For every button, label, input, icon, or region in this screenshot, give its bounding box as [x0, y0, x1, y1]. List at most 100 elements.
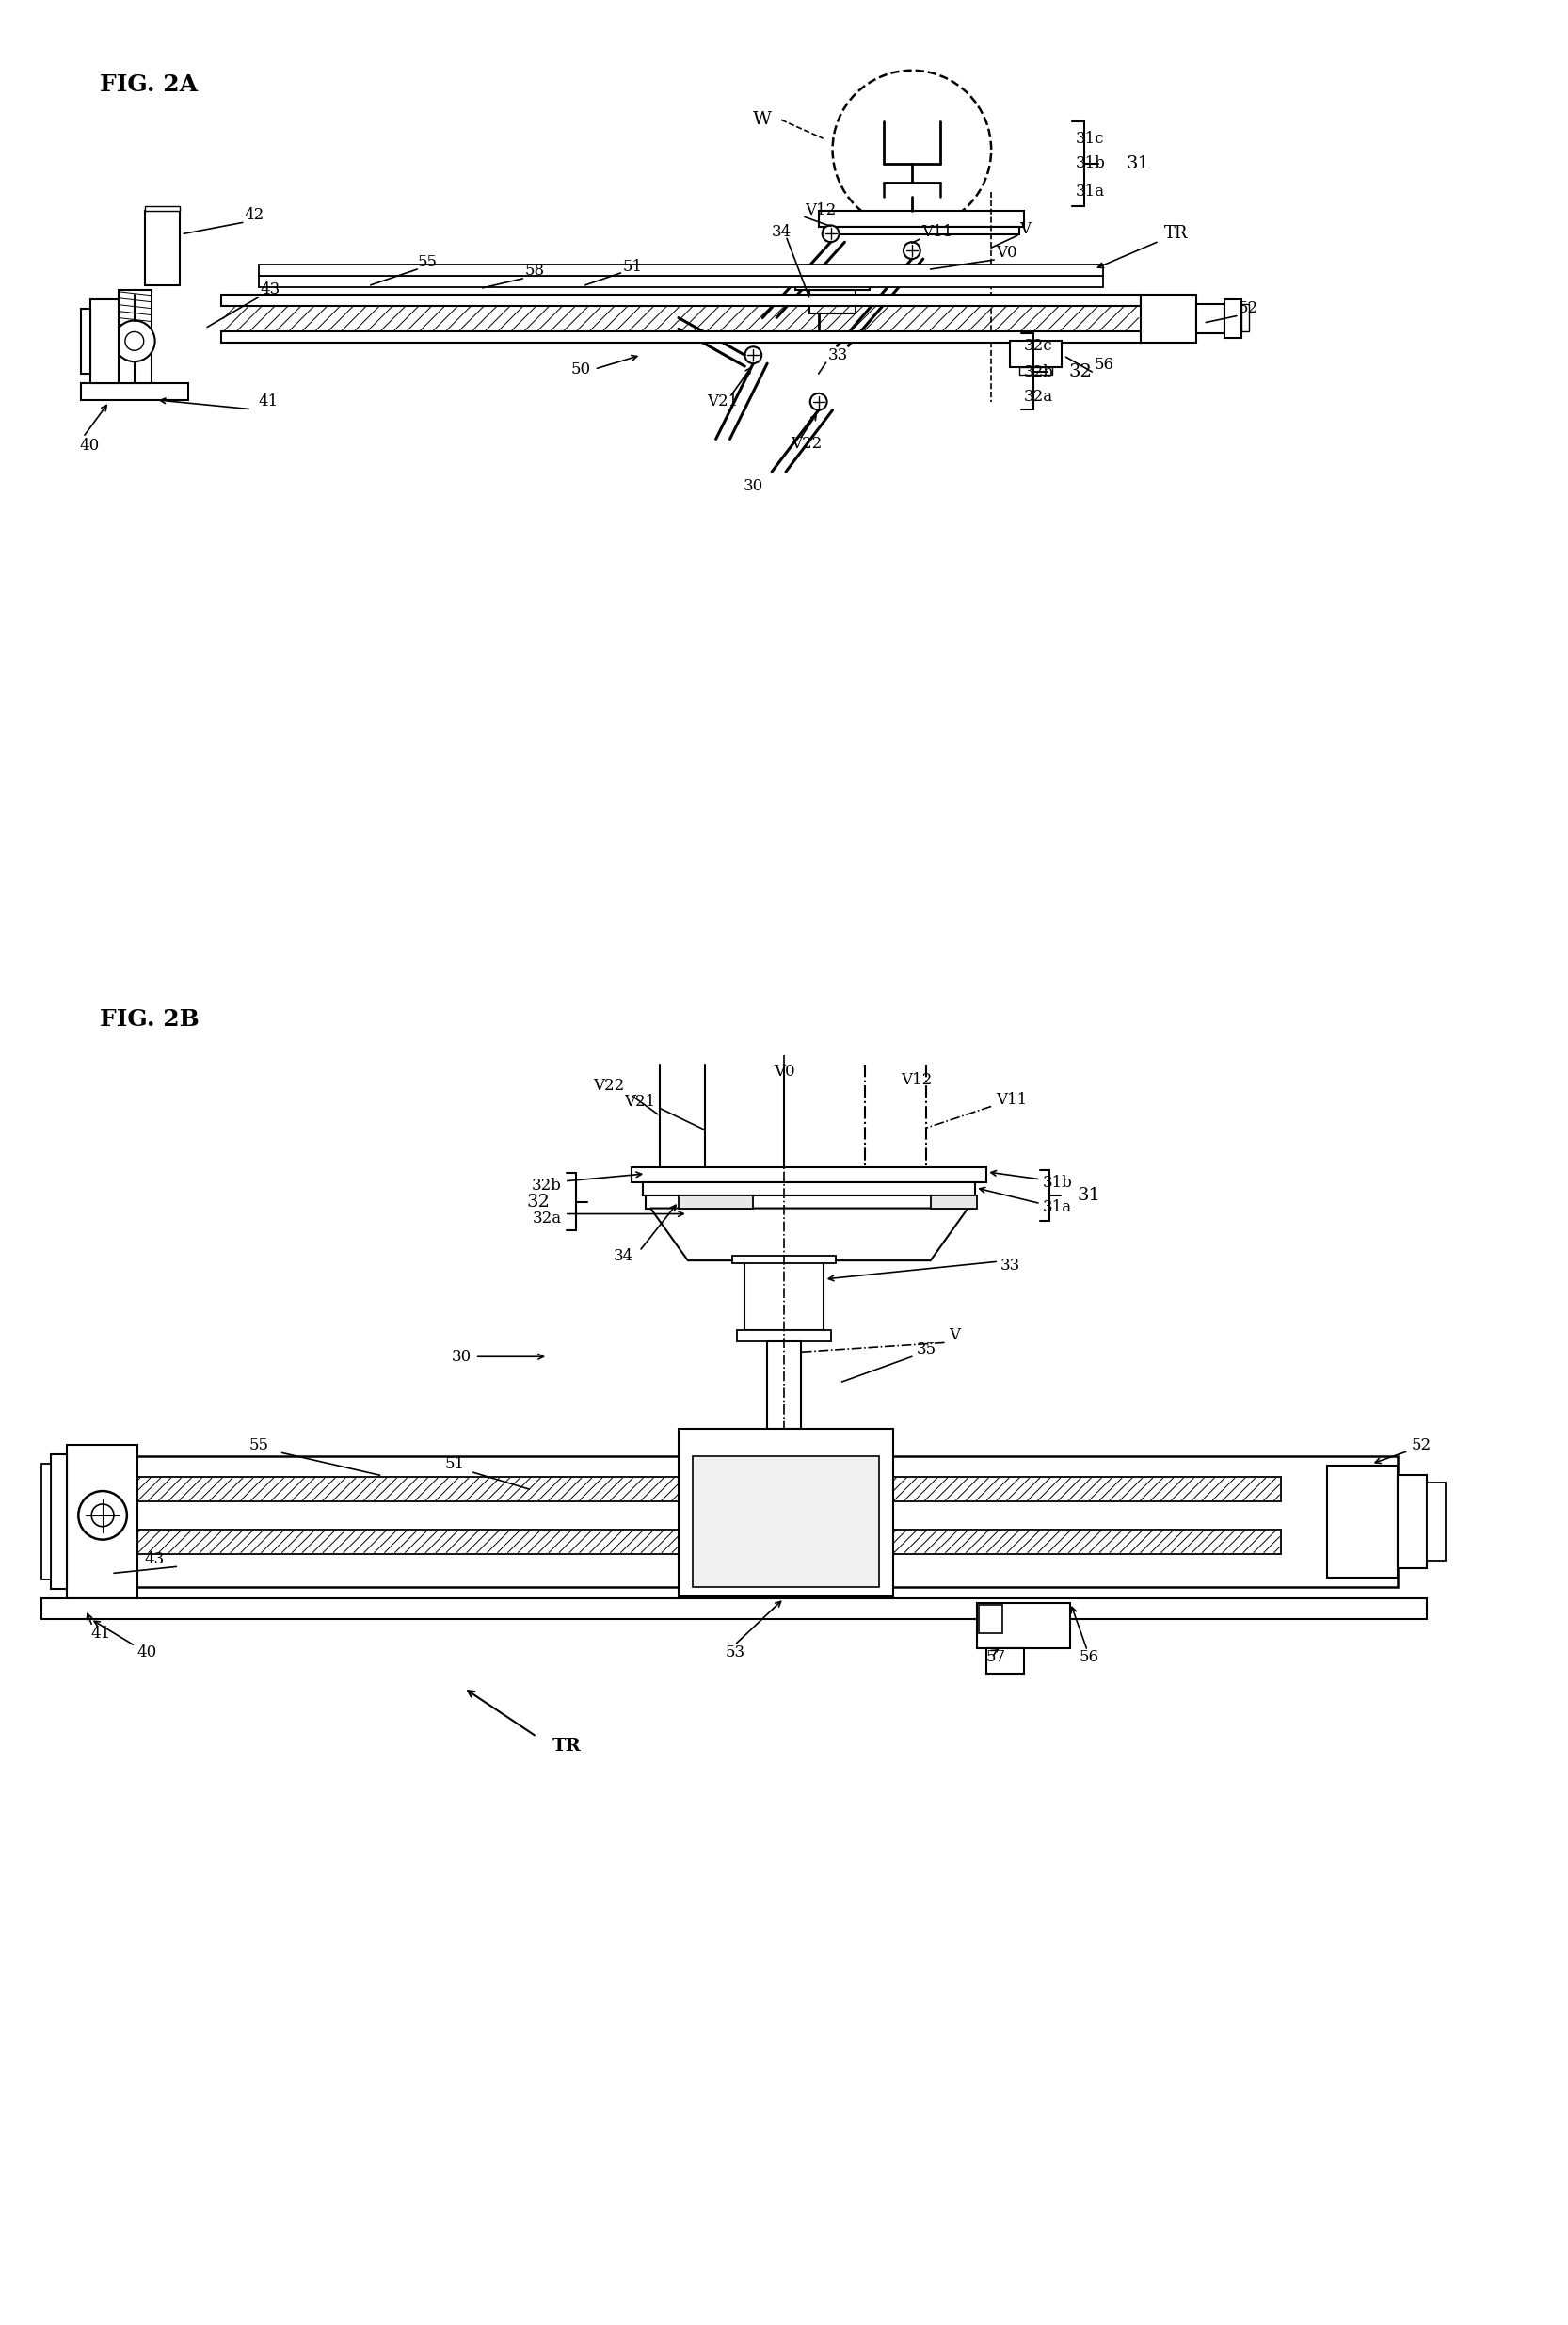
Bar	[767, 1342, 801, 1428]
Bar	[1327, 1465, 1397, 1579]
Text: V0: V0	[773, 1065, 795, 1079]
Text: 51: 51	[445, 1455, 466, 1472]
Text: 32a: 32a	[1024, 388, 1054, 405]
Bar	[679, 1428, 894, 1597]
Bar	[1196, 305, 1225, 332]
Bar	[986, 1648, 1024, 1674]
Text: 33: 33	[1000, 1258, 1021, 1274]
Bar	[1019, 367, 1052, 374]
Text: 41: 41	[259, 393, 279, 409]
Bar	[1427, 1483, 1446, 1560]
Text: 51: 51	[622, 258, 643, 274]
Bar	[643, 1181, 975, 1195]
Bar	[144, 209, 180, 286]
Text: 31c: 31c	[1076, 130, 1104, 146]
Text: 32b: 32b	[1024, 365, 1054, 379]
Bar	[795, 277, 870, 291]
Bar	[646, 1195, 972, 1209]
Circle shape	[91, 1504, 114, 1528]
Bar	[930, 1195, 977, 1209]
Text: 41: 41	[91, 1625, 110, 1641]
Circle shape	[903, 242, 920, 258]
Circle shape	[922, 267, 939, 284]
Bar	[1397, 1474, 1427, 1569]
Bar	[259, 277, 1104, 286]
Text: V21: V21	[624, 1093, 655, 1109]
Bar	[91, 300, 119, 384]
Bar	[41, 1465, 50, 1579]
Text: 53: 53	[726, 1644, 745, 1660]
Circle shape	[745, 346, 762, 363]
Text: 30: 30	[743, 477, 764, 493]
Bar	[679, 1195, 753, 1209]
Bar	[41, 1597, 1427, 1618]
Bar	[82, 384, 188, 400]
Circle shape	[125, 332, 144, 351]
Bar	[1010, 342, 1062, 367]
Bar	[693, 1455, 880, 1588]
Text: TR: TR	[1163, 226, 1187, 242]
Bar	[737, 1330, 831, 1342]
Text: 34: 34	[771, 223, 792, 239]
Text: V0: V0	[996, 244, 1018, 260]
Text: 57: 57	[986, 1648, 1005, 1665]
Bar	[129, 1530, 1281, 1553]
Text: 40: 40	[138, 1644, 157, 1660]
Text: 31b: 31b	[1043, 1174, 1073, 1190]
Circle shape	[822, 226, 839, 242]
Text: V12: V12	[804, 202, 836, 219]
Bar	[1225, 300, 1242, 337]
Text: V22: V22	[790, 435, 822, 451]
Text: TR: TR	[552, 1737, 582, 1755]
Bar	[1140, 295, 1196, 342]
Text: 31b: 31b	[1076, 156, 1105, 172]
Bar	[259, 265, 1104, 277]
Text: 55: 55	[249, 1437, 270, 1453]
Text: 42: 42	[245, 207, 265, 223]
Text: V22: V22	[593, 1079, 624, 1095]
Text: 35: 35	[917, 1342, 936, 1358]
Circle shape	[78, 1490, 127, 1539]
Text: 43: 43	[144, 1551, 165, 1567]
Bar	[82, 309, 91, 374]
Text: 56: 56	[1094, 356, 1113, 372]
Text: 43: 43	[260, 281, 281, 298]
Bar	[221, 295, 1140, 305]
Bar	[732, 1256, 836, 1262]
Bar	[1242, 305, 1248, 332]
Text: 32: 32	[527, 1193, 550, 1211]
Circle shape	[811, 393, 826, 409]
Text: 32: 32	[1069, 363, 1091, 381]
Text: 31a: 31a	[1043, 1200, 1073, 1216]
Text: 32c: 32c	[1024, 337, 1052, 353]
Text: 30: 30	[452, 1348, 472, 1365]
Text: 34: 34	[613, 1249, 633, 1265]
Text: V21: V21	[707, 393, 739, 409]
Circle shape	[833, 70, 991, 230]
Text: 58: 58	[525, 263, 544, 279]
Bar	[221, 332, 1140, 342]
Text: FIG. 2B: FIG. 2B	[100, 1009, 199, 1030]
Bar	[119, 291, 151, 384]
Text: 31a: 31a	[1076, 184, 1104, 200]
Bar	[977, 1604, 1071, 1648]
Text: 40: 40	[80, 437, 99, 453]
Text: 32a: 32a	[533, 1211, 561, 1228]
Bar	[67, 1455, 1397, 1588]
Text: 33: 33	[828, 346, 848, 363]
Bar	[129, 1476, 1281, 1502]
Text: 52: 52	[1239, 300, 1259, 316]
Text: V: V	[1019, 221, 1030, 237]
Bar	[823, 228, 1019, 235]
Text: 31: 31	[1126, 156, 1149, 172]
Text: 52: 52	[1411, 1437, 1432, 1453]
Text: V: V	[949, 1328, 961, 1344]
Circle shape	[114, 321, 155, 363]
Text: W: W	[753, 112, 771, 128]
Text: V11: V11	[920, 223, 952, 239]
Bar	[818, 209, 1024, 228]
Text: 55: 55	[417, 253, 437, 270]
Bar	[144, 205, 180, 209]
Text: V11: V11	[996, 1093, 1027, 1109]
Bar	[978, 1604, 1002, 1632]
